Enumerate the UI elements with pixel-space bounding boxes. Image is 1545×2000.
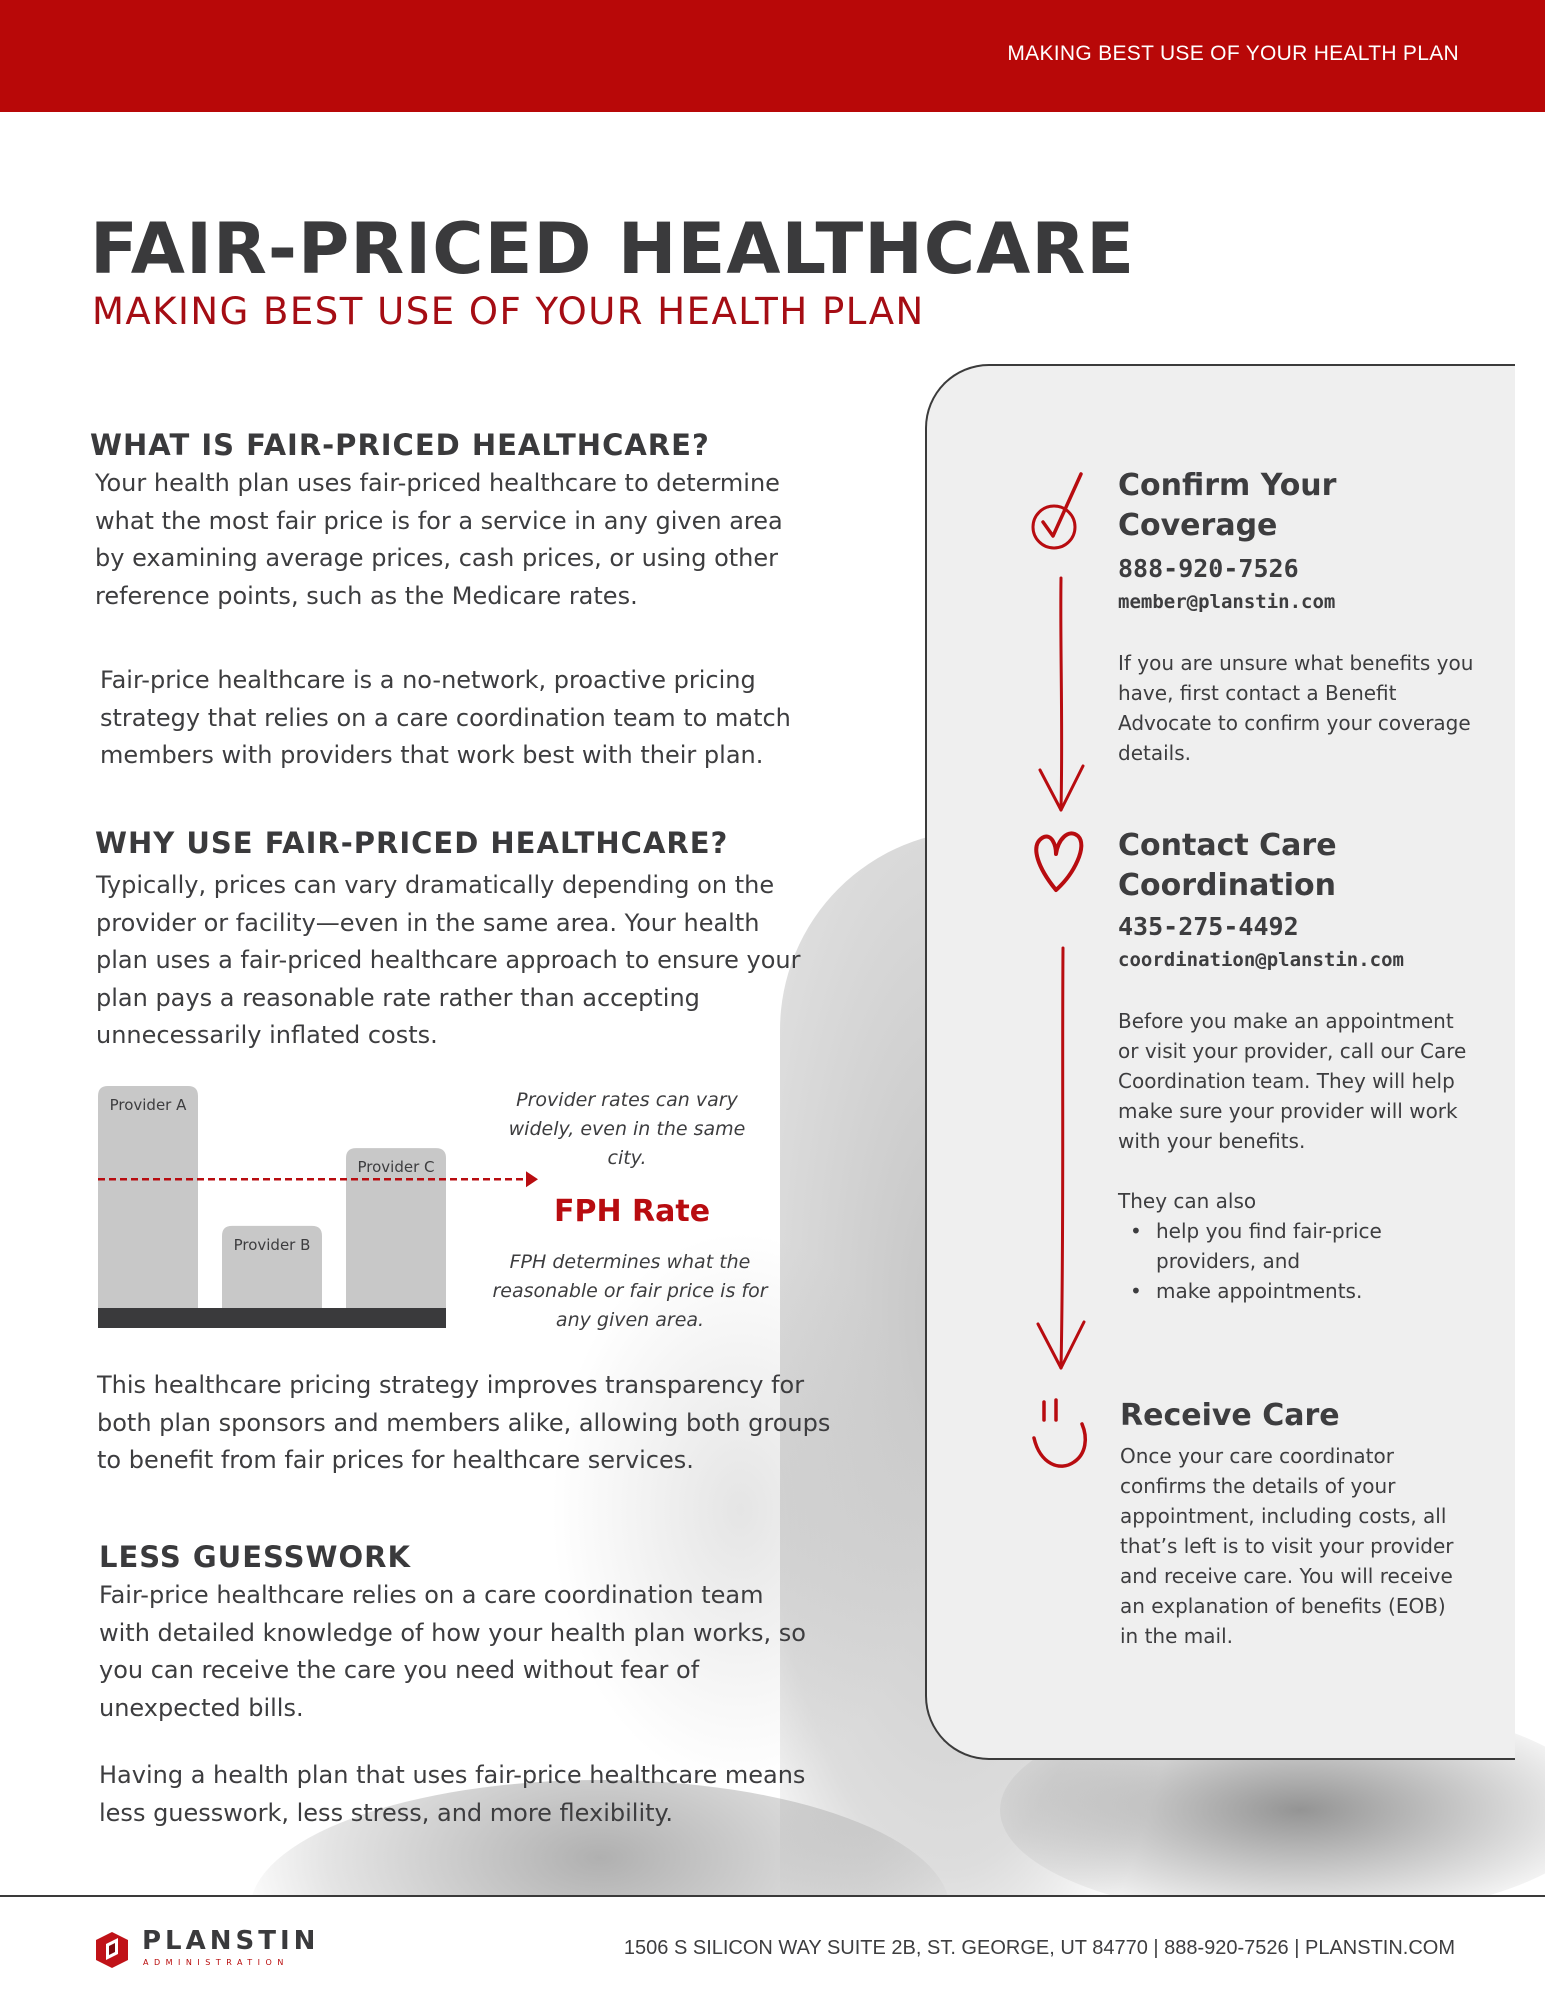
check-circle-icon	[1031, 472, 1085, 812]
chart-note-bottom: FPH determines what the reasonable or fa…	[492, 1251, 768, 1331]
chart-bar	[346, 1148, 446, 1308]
smile-icon	[1032, 1398, 1088, 1468]
less-paragraph-1: Fair-price healthcare relies on a care c…	[99, 1581, 806, 1722]
page-title: FAIR-PRICED HEALTHCARE	[90, 208, 1136, 290]
step-2-description: Before you make an appointment or visit …	[1118, 1009, 1467, 1153]
footer-contact: 1506 S SILICON WAY SUITE 2B, ST. GEORGE,…	[623, 1937, 1455, 1959]
brand-name: PLANSTIN	[142, 1926, 320, 1956]
fph-rate-label: FPH Rate	[554, 1194, 711, 1229]
list-item: make appointments.	[1118, 1276, 1478, 1306]
what-paragraph-1: Your health plan uses fair-priced health…	[95, 469, 783, 610]
step-1-text: If you are unsure what benefits you have…	[1118, 651, 1474, 765]
planstin-logo-icon	[96, 1932, 128, 1968]
footer	[0, 1897, 1545, 2000]
what-paragraph-2: Fair-price healthcare is a no-network, p…	[100, 666, 791, 769]
step-3-title: Receive Care	[1120, 1398, 1340, 1433]
list-item: help you find fair-price providers, and	[1118, 1216, 1478, 1276]
why-paragraph-1: Typically, prices can vary dramatically …	[96, 871, 801, 1049]
provider-rate-chart: Provider A Provider B Provider C Provider …	[98, 1086, 798, 1332]
footer-divider	[0, 1895, 1545, 1897]
bar-label: Provider B	[234, 1236, 311, 1254]
step-2-email[interactable]: coordination@planstin.com	[1118, 949, 1404, 971]
step-2-text: Before you make an appointment or visit …	[1118, 1006, 1478, 1306]
section-heading-what: WHAT IS FAIR-PRICED HEALTHCARE?	[90, 428, 710, 462]
fph-rate-arrow	[526, 1171, 538, 1188]
step-1-title: Confirm Your Coverage	[1118, 468, 1337, 543]
heart-icon	[1034, 831, 1086, 1370]
step-2-phone[interactable]: 435-275-4492	[1118, 912, 1299, 941]
section-heading-why: WHY USE FAIR-PRICED HEALTHCARE?	[95, 826, 729, 860]
less-paragraph-2: Having a health plan that uses fair-pric…	[99, 1761, 806, 1827]
why-paragraph-2: This healthcare pricing strategy improve…	[97, 1371, 831, 1474]
bar-label: Provider A	[110, 1096, 188, 1114]
brand-subtitle: ADMINISTRATION	[143, 1958, 289, 1967]
chart-baseline	[98, 1308, 446, 1328]
step-2-also: They can also	[1118, 1189, 1257, 1213]
step-1-phone[interactable]: 888-920-7526	[1118, 554, 1299, 583]
chart-bar	[222, 1225, 322, 1308]
step-2-bullet-list: help you find fair-price providers, and …	[1118, 1216, 1478, 1306]
section-heading-less: LESS GUESSWORK	[99, 1540, 411, 1574]
page-subtitle: MAKING BEST USE OF YOUR HEALTH PLAN	[92, 290, 925, 333]
steps-card	[925, 364, 1515, 1760]
step-2-title: Contact Care Coordination	[1118, 828, 1337, 903]
step-1-email[interactable]: member@planstin.com	[1118, 591, 1336, 613]
chart-note-top: Provider rates can vary widely, even in …	[508, 1089, 746, 1169]
chart-bar	[98, 1086, 198, 1308]
step-3-text: Once your care coordinator confirms the …	[1120, 1444, 1454, 1648]
top-banner: MAKING BEST USE OF YOUR HEALTH PLAN	[0, 0, 1545, 112]
chart-canvas: Provider A Provider B Provider C	[98, 1086, 538, 1328]
banner-text: MAKING BEST USE OF YOUR HEALTH PLAN	[1007, 42, 1459, 65]
bar-label: Provider C	[358, 1158, 435, 1176]
